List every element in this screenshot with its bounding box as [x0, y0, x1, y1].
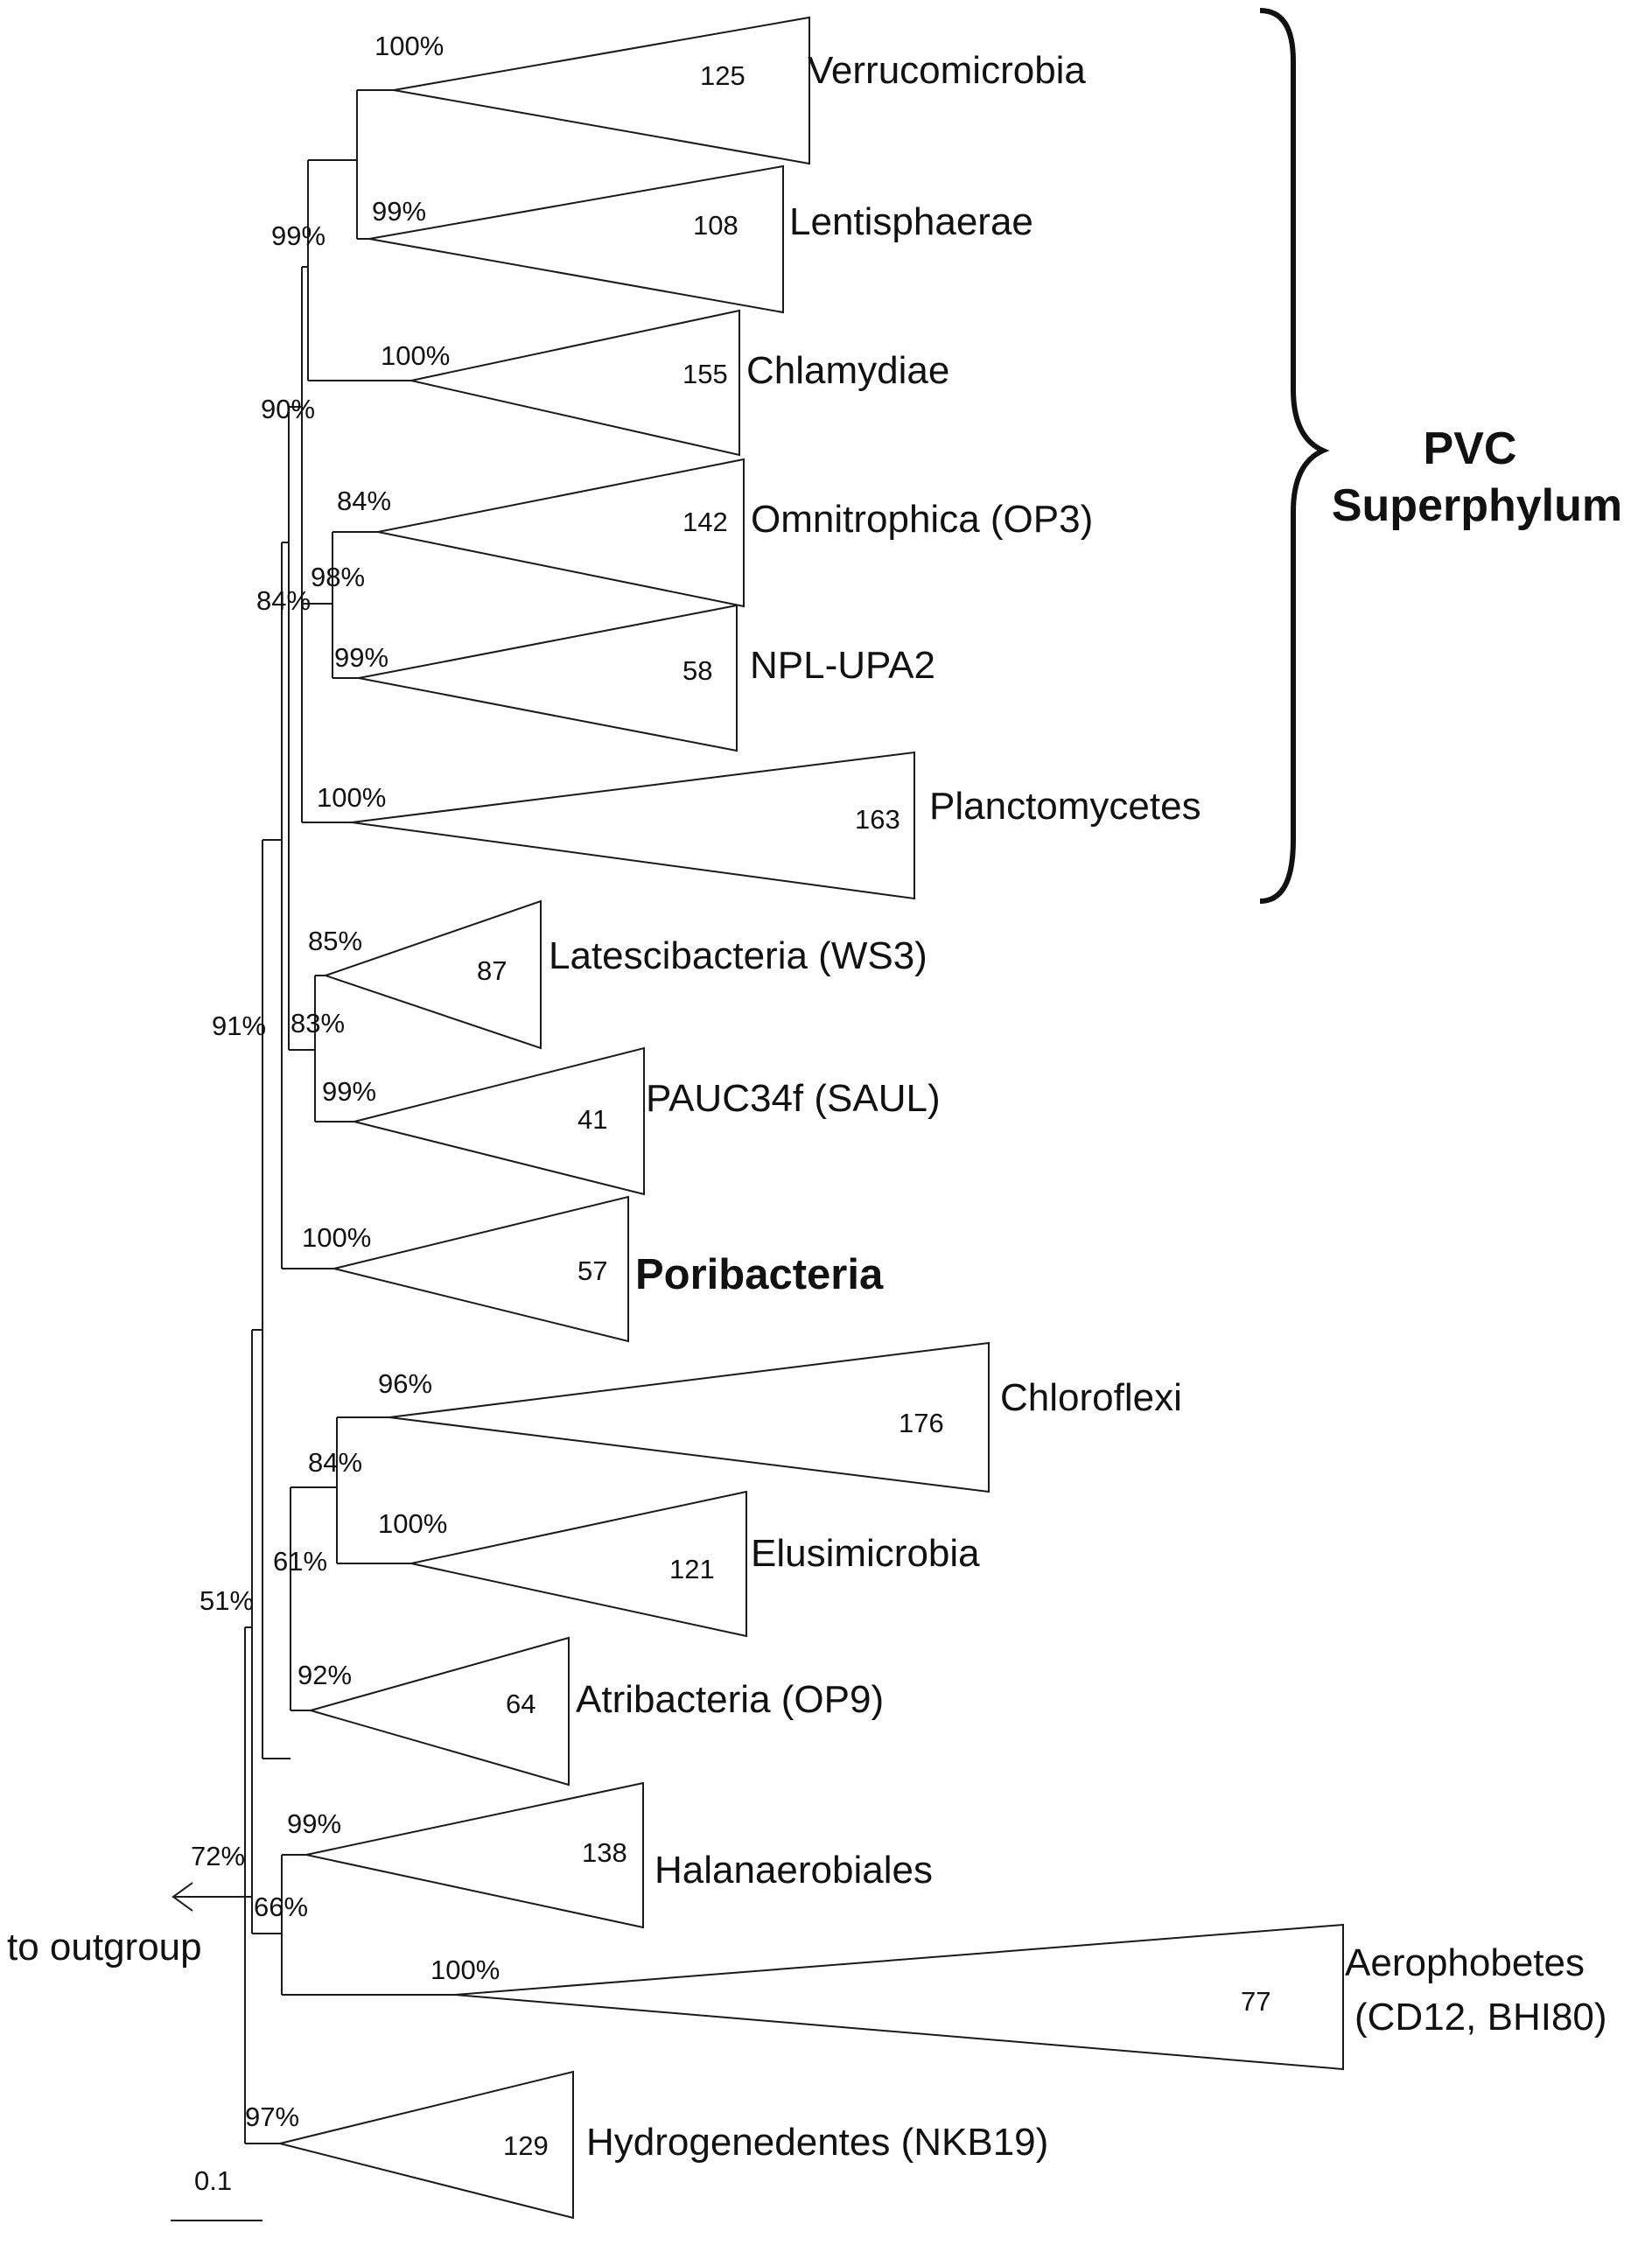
clade-npl-upa2 — [358, 604, 738, 752]
name-planctomycetes: Planctomycetes — [929, 785, 1201, 828]
support-node-pvc-core: 84% — [256, 585, 311, 616]
name-aerophobetes: Aerophobetes — [1345, 1941, 1585, 1984]
support-atribacteria: 92% — [298, 1660, 352, 1690]
clade-verrucomicrobia — [393, 16, 810, 165]
count-elusimicrobia: 121 — [669, 1554, 715, 1584]
curly-brace — [1259, 8, 1330, 904]
name-elusimicrobia: Elusimicrobia — [751, 1532, 980, 1575]
count-lentisphaerae: 108 — [693, 210, 738, 241]
support-node-verruco-lenti: 99% — [271, 220, 326, 251]
support-npl-upa2: 99% — [334, 642, 388, 673]
count-hydrogenedentes: 129 — [503, 2130, 549, 2161]
clade-poribacteria — [333, 1195, 629, 1343]
count-atribacteria: 64 — [506, 1689, 536, 1719]
support-node-chloro-atri: 61% — [273, 1546, 327, 1577]
support-verrucomicrobia: 100% — [374, 31, 444, 61]
name-hydrogenedentes: Hydrogenedentes (NKB19) — [586, 2121, 1048, 2164]
support-elusimicrobia: 100% — [378, 1508, 447, 1539]
support-node-chloro-elusi: 84% — [308, 1447, 362, 1478]
support-node-latesci-pauc: 83% — [290, 1008, 345, 1039]
count-poribacteria: 57 — [578, 1255, 607, 1286]
name-aerophobetes-line2: (CD12, BHI80) — [1354, 1996, 1607, 2039]
name-chlamydiae: Chlamydiae — [746, 349, 949, 392]
count-omnitrophica: 142 — [682, 507, 728, 537]
clade-hydrogenedentes — [279, 2070, 574, 2220]
pvc-bracket: PVC Superphylum — [1259, 8, 1622, 904]
clade-omnitrophica — [377, 458, 745, 608]
clade-elusimicrobia — [410, 1490, 747, 1638]
support-halanaerobiales: 99% — [287, 1808, 341, 1839]
scale-bar: 0.1 — [171, 2165, 262, 2221]
clade-lentisphaerae — [368, 164, 784, 314]
clade-bootstrap: 100% 99% 100% 84% 99% 100% 85% 99% 100% … — [245, 31, 500, 2132]
support-lentisphaerae: 99% — [372, 196, 426, 227]
support-node-root: 72% — [191, 1841, 245, 1871]
count-planctomycetes: 163 — [855, 804, 900, 835]
clade-chloroflexi — [388, 1341, 990, 1493]
internal-bootstrap: 99% 90% 98% 84% 83% 91% 84% 61% 51% 72% … — [191, 220, 365, 1922]
count-halanaerobiales: 138 — [582, 1837, 627, 1868]
support-omnitrophica: 84% — [337, 486, 391, 516]
clade-aerophobetes — [454, 1923, 1344, 2071]
support-node-omni-npl: 98% — [311, 562, 365, 592]
outgroup-label: to outgroup — [7, 1926, 202, 1969]
support-planctomycetes: 100% — [317, 782, 386, 813]
count-verrucomicrobia: 125 — [700, 60, 746, 91]
clade-names: Verrucomicrobia Lentisphaerae Chlamydiae… — [549, 49, 1607, 2164]
support-node-pvc-plus: 91% — [212, 1011, 266, 1041]
count-aerophobetes: 77 — [1241, 1986, 1270, 2017]
count-chlamydiae: 155 — [682, 359, 728, 389]
clade-latescibacteria — [322, 899, 542, 1050]
count-latescibacteria: 87 — [477, 955, 507, 986]
support-aerophobetes: 100% — [430, 1955, 500, 1985]
name-chloroflexi: Chloroflexi — [1000, 1376, 1182, 1419]
tree-branches — [172, 89, 455, 2144]
name-halanaerobiales: Halanaerobiales — [654, 1849, 933, 1892]
clade-atribacteria — [307, 1636, 570, 1787]
support-node-big-clade: 51% — [200, 1585, 254, 1616]
clade-halanaerobiales — [305, 1781, 644, 1929]
name-pauc34f: PAUC34f (SAUL) — [646, 1077, 941, 1120]
name-atribacteria: Atribacteria (OP9) — [576, 1678, 884, 1721]
support-poribacteria: 100% — [302, 1222, 371, 1253]
name-omnitrophica: Omnitrophica (OP3) — [751, 498, 1093, 541]
name-npl-upa2: NPL-UPA2 — [750, 644, 935, 687]
count-npl-upa2: 58 — [682, 655, 712, 686]
bracket-label-line1: PVC — [1424, 423, 1517, 474]
clade-chlamydiae — [410, 309, 740, 457]
count-chloroflexi: 176 — [899, 1408, 944, 1438]
name-verrucomicrobia: Verrucomicrobia — [808, 49, 1086, 92]
bracket-label-line2: Superphylum — [1332, 480, 1622, 531]
support-chlamydiae: 100% — [381, 340, 450, 371]
support-chloroflexi: 96% — [378, 1368, 432, 1399]
clade-triangles — [279, 16, 1344, 2220]
count-pauc34f: 41 — [578, 1104, 607, 1135]
clade-pauc34f — [354, 1046, 645, 1196]
clade-counts: 125 108 155 142 58 163 87 41 57 176 121 … — [477, 60, 1270, 2161]
support-node-vlc: 90% — [261, 394, 315, 424]
scale-bar-label: 0.1 — [194, 2165, 232, 2196]
support-hydrogenedentes: 97% — [245, 2102, 299, 2132]
name-poribacteria: Poribacteria — [635, 1251, 884, 1298]
clade-planctomycetes — [351, 751, 915, 900]
name-latescibacteria: Latescibacteria (WS3) — [549, 934, 928, 977]
support-latescibacteria: 85% — [308, 926, 362, 956]
name-lentisphaerae: Lentisphaerae — [789, 200, 1033, 243]
support-node-halan-aero: 66% — [254, 1892, 308, 1922]
support-pauc34f: 99% — [322, 1076, 376, 1107]
outgroup-arrow — [172, 1882, 193, 1912]
